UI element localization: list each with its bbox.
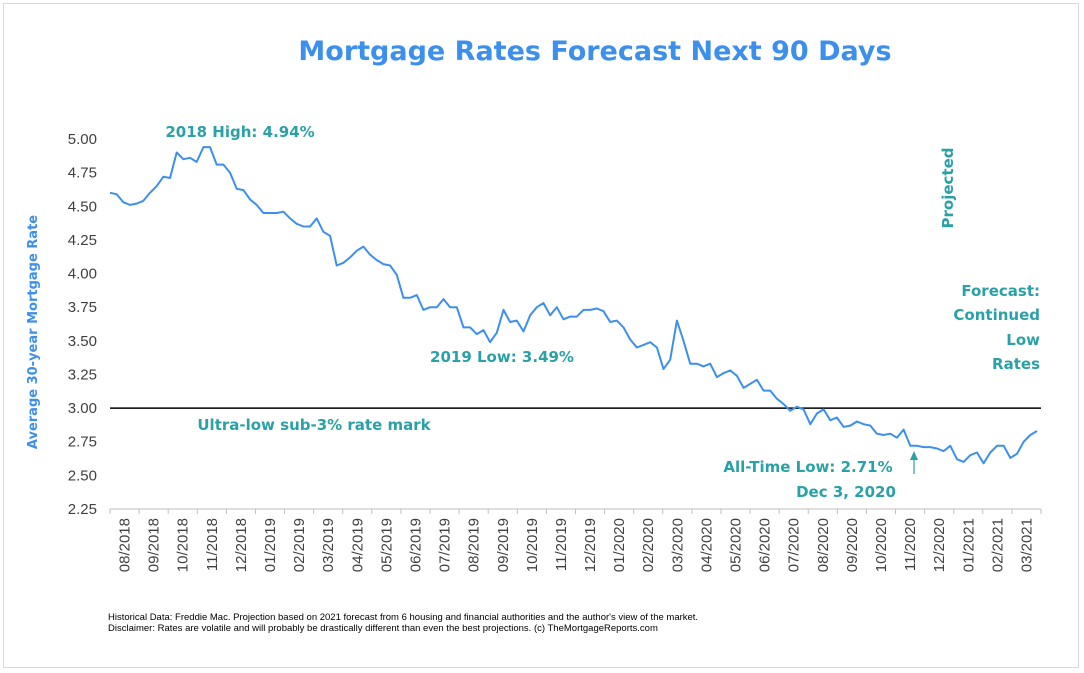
y-tick-label: 3.00 [68, 400, 97, 417]
y-tick-label: 2.25 [68, 501, 97, 518]
x-tick-label: 03/2021 [1018, 518, 1035, 572]
x-tick-label: 05/2019 [378, 518, 395, 572]
x-tick-label: 02/2020 [640, 518, 657, 572]
x-tick-label: 02/2019 [291, 518, 308, 572]
footnote: Historical Data: Freddie Mac. Projection… [108, 612, 699, 634]
x-tick-label: 12/2018 [233, 518, 250, 572]
x-tick-label: 12/2019 [582, 518, 599, 572]
x-tick-label: 06/2020 [757, 518, 774, 572]
y-tick-label: 3.25 [68, 366, 97, 383]
y-tick-label: 2.75 [68, 434, 97, 451]
annotation-forecast-line-1: Forecast: [961, 282, 1040, 300]
annotation-all-time-low-date: Dec 3, 2020 [796, 483, 896, 501]
y-tick-label: 3.50 [68, 333, 97, 350]
x-tick-label: 07/2019 [437, 518, 454, 572]
x-tick-label: 03/2019 [320, 518, 337, 572]
rate-series-line [109, 146, 1038, 465]
x-tick-label: 12/2020 [931, 518, 948, 572]
x-tick-label: 04/2019 [349, 518, 366, 572]
y-tick-label: 5.00 [68, 131, 97, 148]
annotation-forecast-line-4: Rates [992, 355, 1040, 373]
x-tick-label: 10/2019 [524, 518, 541, 572]
y-tick-label: 2.50 [68, 467, 97, 484]
x-tick-label: 05/2020 [728, 518, 745, 572]
x-tick-label: 01/2020 [611, 518, 628, 572]
x-tick-label: 09/2018 [146, 518, 163, 572]
annotation-projected: Projected [939, 148, 957, 229]
y-tick-label: 4.00 [68, 266, 97, 283]
y-axis-label: Average 30-year Mortgage Rate [26, 215, 41, 449]
y-axis-ticks: 5.00 4.75 4.50 4.25 4.00 3.75 3.50 3.25 3.00 2.75… [68, 131, 97, 518]
chart-frame [3, 3, 1079, 668]
x-tick-label: 09/2019 [495, 518, 512, 572]
x-tick-label: 06/2019 [407, 518, 424, 572]
annotations: 2018 High: 4.94% 2019 Low: 3.49% Ultra-l… [165, 123, 1040, 501]
all-time-low-arrow-head [910, 451, 918, 460]
annotation-2018-high: 2018 High: 4.94% [165, 123, 314, 141]
x-tick-label: 08/2019 [466, 518, 483, 572]
y-tick-label: 3.75 [68, 299, 97, 316]
y-tick-label: 4.50 [68, 198, 97, 215]
annotation-all-time-low: All-Time Low: 2.71% [723, 458, 892, 476]
x-tick-label: 11/2019 [553, 518, 570, 571]
y-tick-label: 4.75 [68, 165, 97, 182]
annotation-forecast-line-3: Low [1006, 331, 1040, 349]
x-tick-label: 08/2020 [815, 518, 832, 572]
x-tick-label: 09/2020 [844, 518, 861, 572]
x-tick-label: 10/2020 [873, 518, 890, 572]
x-tick-label: 08/2018 [117, 518, 134, 572]
x-tick-label: 10/2018 [175, 518, 192, 572]
y-tick-label: 4.25 [68, 232, 97, 249]
x-tick-label: 03/2020 [669, 518, 686, 572]
x-tick-label: 04/2020 [698, 518, 715, 572]
x-tick-label: 11/2020 [902, 518, 919, 571]
x-tick-label: 01/2019 [262, 518, 279, 572]
annotation-2019-low: 2019 Low: 3.49% [430, 348, 574, 366]
x-tick-label: 02/2021 [989, 518, 1006, 572]
chart-title: Mortgage Rates Forecast Next 90 Days [298, 36, 891, 67]
x-axis-ticks: 08/2018 09/2018 10/2018 11/2018 12/2018 01/20… [109, 509, 1042, 572]
x-tick-label: 07/2020 [786, 518, 803, 572]
annotation-forecast-line-2: Continued [953, 306, 1040, 324]
x-tick-label: 01/2021 [960, 518, 977, 572]
x-tick-label: 11/2018 [204, 518, 221, 571]
annotation-threshold: Ultra-low sub-3% rate mark [197, 416, 431, 434]
